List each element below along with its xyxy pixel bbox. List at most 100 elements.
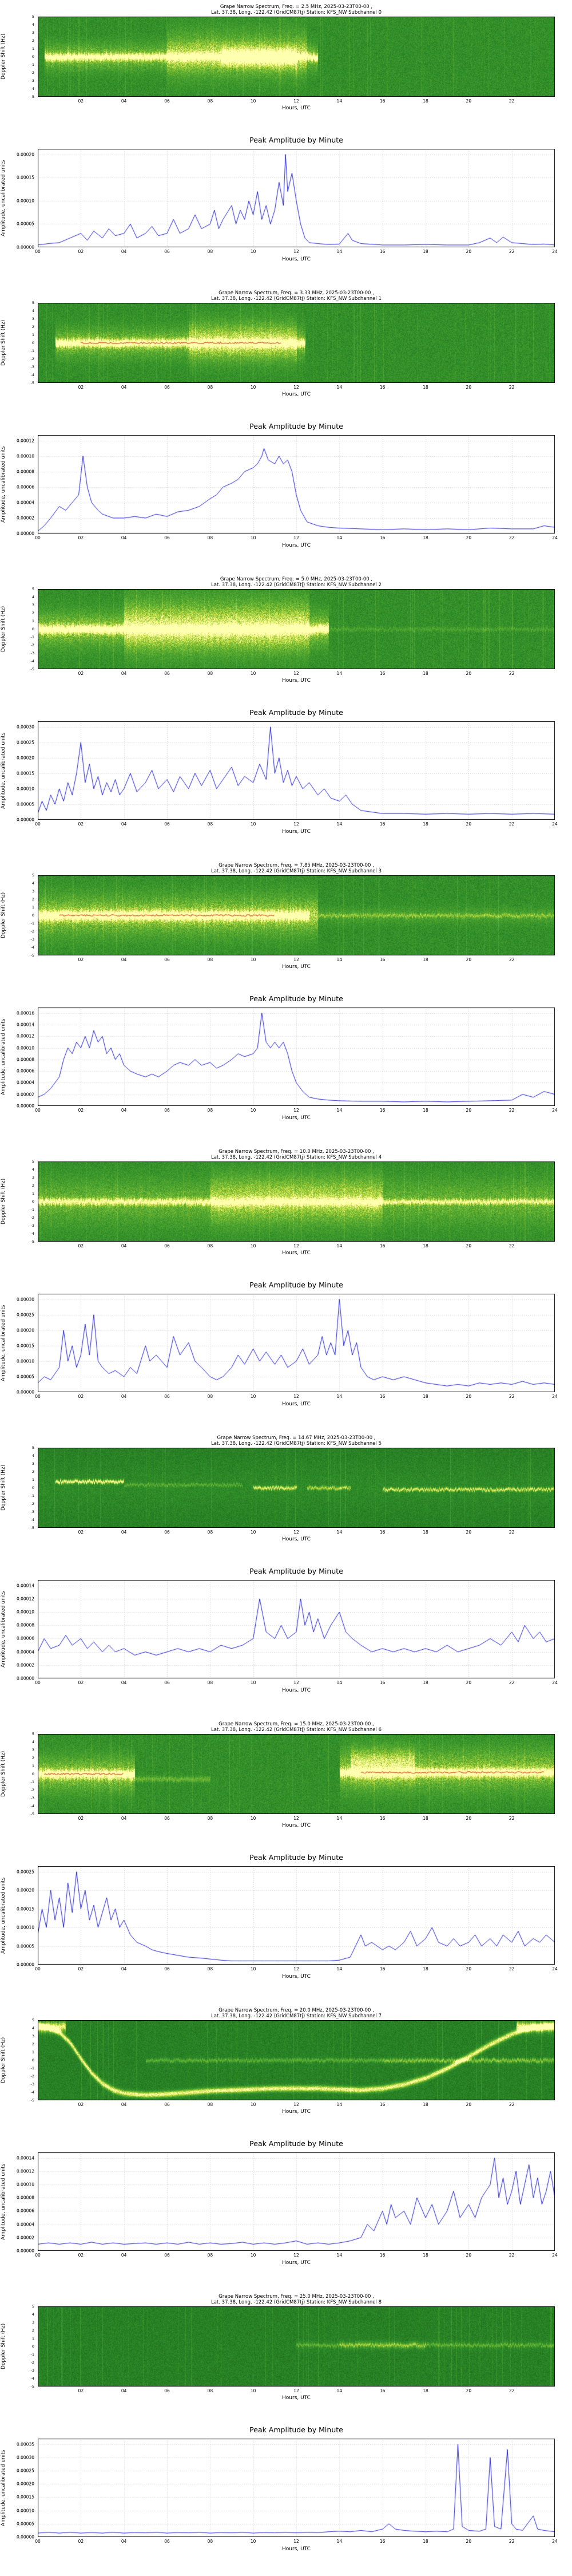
y-tick-label: -3 bbox=[30, 937, 34, 942]
amplitude-title: Peak Amplitude by Minute bbox=[249, 422, 343, 430]
spectrogram-ytick-labels: 5 4 3 2 1 0 -1 -2 -3 -4 -5 bbox=[8, 873, 37, 958]
x-tick-label: 14 bbox=[336, 2388, 343, 2393]
spectrogram-title: Grape Narrow Spectrum, Freq. = 5.0 MHz, … bbox=[38, 576, 555, 588]
x-tick-label: 06 bbox=[164, 98, 170, 104]
x-tick-label: 14 bbox=[336, 2102, 343, 2107]
y-tick-label: 0.00020 bbox=[16, 1327, 34, 1333]
y-tick-label: -2 bbox=[30, 357, 34, 361]
x-tick-label: 02 bbox=[78, 2388, 84, 2393]
x-tick-label: 22 bbox=[509, 385, 515, 390]
spectrogram-ytick-labels: 5 4 3 2 1 0 -1 -2 -3 -4 -5 bbox=[8, 301, 37, 385]
x-tick-label: 12 bbox=[293, 2253, 299, 2258]
x-tick-label: 10 bbox=[250, 1966, 256, 1971]
x-tick-label: 24 bbox=[552, 1680, 558, 1685]
spectrogram-figure: Grape Narrow Spectrum, Freq. = 20.0 MHz,… bbox=[0, 2004, 572, 2124]
amplitude-line-canvas bbox=[38, 1008, 555, 1106]
x-tick-label: 18 bbox=[423, 1243, 428, 1249]
spectrogram-title-line2: Lat. 37.38, Long. -122.42 (GridCM87tj) S… bbox=[211, 2013, 382, 2020]
y-tick-label: 0.00002 bbox=[16, 515, 34, 521]
y-tick-label: 0 bbox=[31, 627, 34, 631]
y-tick-label: 0.00006 bbox=[16, 484, 34, 490]
amplitude-xlabel: Hours, UTC bbox=[282, 1974, 311, 1980]
amplitude-title: Peak Amplitude by Minute bbox=[249, 708, 343, 717]
x-tick-label: 24 bbox=[552, 535, 558, 540]
y-tick-label: 0 bbox=[31, 1772, 34, 1776]
y-tick-label: -1 bbox=[30, 2352, 34, 2357]
spectrogram-figure: Grape Narrow Spectrum, Freq. = 3.33 MHz,… bbox=[0, 286, 572, 406]
x-tick-label: 16 bbox=[379, 671, 386, 676]
amplitude-xlabel: Hours, UTC bbox=[282, 256, 311, 262]
x-tick-label: 14 bbox=[336, 821, 343, 827]
y-tick-label: 1 bbox=[31, 46, 34, 51]
y-tick-label: 5 bbox=[31, 301, 34, 305]
x-tick-label: 04 bbox=[121, 2539, 127, 2544]
spectrogram-xtick-labels: 02 04 06 08 10 12 14 16 18 20 22 bbox=[38, 1530, 555, 1536]
amplitude-line-canvas bbox=[38, 435, 555, 534]
x-tick-label: 08 bbox=[207, 249, 213, 254]
x-tick-label: 00 bbox=[35, 1394, 41, 1399]
amplitude-xtick-labels: 00 02 04 06 08 10 12 14 16 18 20 22 24 bbox=[35, 1966, 558, 1973]
x-tick-label: 06 bbox=[164, 1108, 170, 1113]
y-tick-label: -5 bbox=[30, 953, 34, 958]
amplitude-plot-area bbox=[38, 149, 555, 247]
y-tick-label: 0.00008 bbox=[16, 469, 34, 475]
x-tick-label: 22 bbox=[509, 821, 515, 827]
y-tick-label: 0.00015 bbox=[16, 2494, 34, 2500]
x-tick-label: 10 bbox=[250, 1108, 256, 1113]
x-tick-label: 18 bbox=[423, 2102, 428, 2107]
x-tick-label: 10 bbox=[250, 957, 256, 962]
x-tick-label: 22 bbox=[509, 2102, 515, 2107]
y-tick-label: -2 bbox=[30, 1502, 34, 1506]
x-tick-label: 20 bbox=[466, 1394, 472, 1399]
y-tick-label: 3 bbox=[31, 1461, 34, 1466]
x-tick-label: 12 bbox=[293, 1243, 299, 1249]
spectrogram-ylabel: Doppler Shift (Hz) bbox=[1, 1464, 6, 1511]
y-tick-label: -1 bbox=[30, 635, 34, 639]
x-tick-label: 14 bbox=[336, 1680, 343, 1685]
y-tick-label: -1 bbox=[30, 1207, 34, 1212]
x-tick-label: 06 bbox=[164, 1966, 170, 1971]
x-tick-label: 02 bbox=[78, 1530, 84, 1535]
x-tick-label: 24 bbox=[552, 249, 558, 254]
amplitude-title: Peak Amplitude by Minute bbox=[249, 2425, 343, 2434]
x-tick-label: 06 bbox=[164, 2539, 170, 2544]
spectrogram-title: Grape Narrow Spectrum, Freq. = 14.67 MHz… bbox=[38, 1435, 555, 1447]
x-tick-label: 22 bbox=[509, 249, 515, 254]
x-tick-label: 10 bbox=[250, 535, 256, 540]
x-tick-label: 16 bbox=[379, 535, 386, 540]
x-tick-label: 02 bbox=[78, 671, 84, 676]
spectrogram-title: Grape Narrow Spectrum, Freq. = 10.0 MHz,… bbox=[38, 1149, 555, 1160]
amplitude-plot-area bbox=[38, 1580, 555, 1678]
x-tick-label: 14 bbox=[336, 671, 343, 676]
y-tick-label: 0.00010 bbox=[16, 786, 34, 792]
x-tick-label: 08 bbox=[207, 1680, 213, 1685]
y-tick-label: 0.00005 bbox=[16, 1374, 34, 1380]
y-tick-label: 0.00004 bbox=[16, 2222, 34, 2227]
spectrogram-plot-area bbox=[38, 2306, 555, 2387]
x-tick-label: 10 bbox=[250, 385, 256, 390]
y-tick-label: 0.00000 bbox=[16, 1962, 34, 1967]
x-tick-label: 14 bbox=[336, 957, 343, 962]
y-tick-label: 0.00012 bbox=[16, 1033, 34, 1039]
x-tick-label: 20 bbox=[466, 1243, 472, 1249]
y-tick-label: -5 bbox=[30, 1526, 34, 1530]
y-tick-label: 2 bbox=[31, 2042, 34, 2046]
y-tick-label: 0 bbox=[31, 1485, 34, 1490]
y-tick-label: 0.00008 bbox=[16, 1622, 34, 1628]
y-tick-label: 5 bbox=[31, 2018, 34, 2022]
spectrogram-ylabel: Doppler Shift (Hz) bbox=[1, 319, 6, 366]
x-tick-label: 10 bbox=[250, 821, 256, 827]
x-tick-label: 10 bbox=[250, 1530, 256, 1535]
x-tick-label: 04 bbox=[121, 1966, 127, 1971]
y-tick-label: 0.00004 bbox=[16, 500, 34, 505]
spectrogram-plot-area bbox=[38, 303, 555, 383]
y-tick-label: -2 bbox=[30, 70, 34, 75]
amplitude-xtick-labels: 00 02 04 06 08 10 12 14 16 18 20 22 24 bbox=[35, 1394, 558, 1400]
spectrogram-xlabel: Hours, UTC bbox=[282, 105, 311, 111]
y-tick-label: 3 bbox=[31, 2034, 34, 2038]
x-tick-label: 20 bbox=[466, 2388, 472, 2393]
y-tick-label: -4 bbox=[30, 1518, 34, 1522]
x-tick-label: 04 bbox=[121, 671, 127, 676]
y-tick-label: 0.00025 bbox=[16, 740, 34, 745]
x-tick-label: 22 bbox=[509, 1530, 515, 1535]
